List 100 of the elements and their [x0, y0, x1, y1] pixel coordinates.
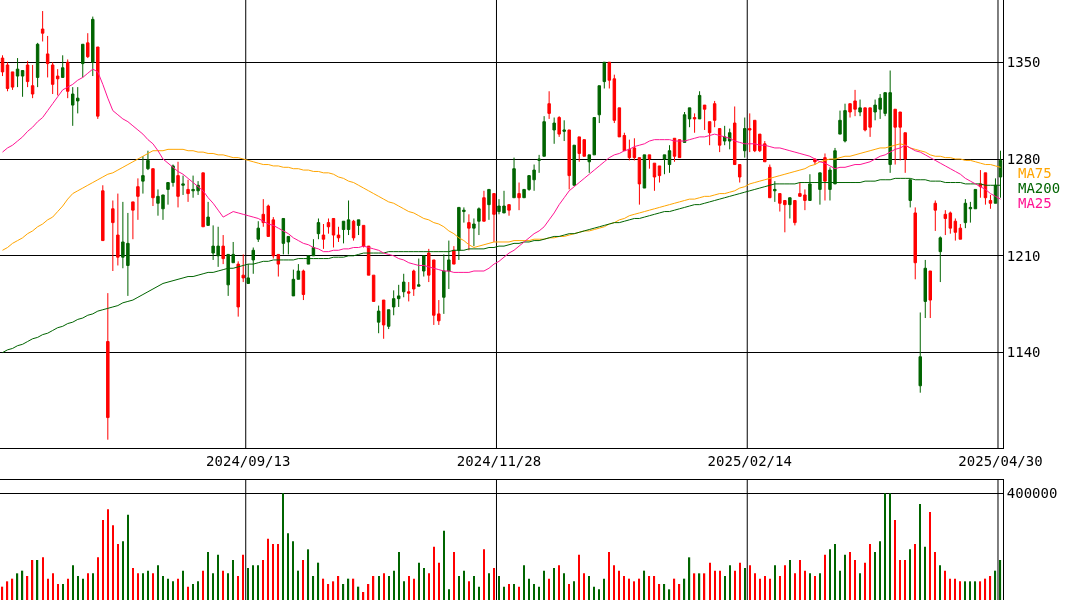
candlestick — [111, 199, 115, 272]
bar — [217, 554, 219, 600]
candlestick — [5, 61, 10, 92]
bar — [393, 570, 395, 600]
bar — [528, 578, 530, 600]
bar — [954, 578, 956, 600]
bar — [252, 565, 254, 600]
bar — [693, 573, 696, 600]
bar — [262, 560, 264, 600]
candlestick — [467, 213, 471, 251]
bar — [383, 573, 385, 600]
candlestick — [15, 57, 20, 88]
bar — [47, 578, 49, 600]
bar — [729, 565, 731, 600]
bar — [473, 576, 475, 600]
candlestick — [181, 175, 185, 196]
candlestick — [943, 209, 948, 236]
bar — [187, 586, 189, 600]
candlestick — [858, 99, 862, 117]
bar — [72, 565, 74, 600]
candlestick — [637, 157, 642, 206]
bar — [638, 578, 641, 600]
bar — [994, 570, 997, 600]
bar — [62, 584, 64, 600]
bar — [538, 586, 540, 600]
candlestick — [151, 168, 155, 207]
bar — [593, 586, 595, 600]
candlestick — [452, 245, 456, 265]
candlestick — [106, 292, 110, 441]
bar — [398, 552, 400, 600]
bar — [628, 578, 631, 600]
bar — [744, 568, 746, 600]
bar — [974, 581, 977, 600]
bar — [222, 570, 224, 600]
bar — [984, 578, 987, 600]
bar — [563, 573, 565, 600]
bar — [307, 549, 310, 600]
bar — [418, 562, 420, 600]
bar — [683, 578, 686, 600]
bar — [849, 552, 851, 600]
candlestick — [903, 132, 907, 174]
candlestick — [60, 54, 65, 78]
bar — [247, 568, 249, 600]
candlestick — [472, 217, 476, 247]
bar — [97, 557, 99, 600]
candlestick — [923, 259, 927, 319]
bar — [633, 581, 636, 600]
candlestick — [692, 112, 697, 134]
bar — [809, 573, 811, 600]
candlestick — [512, 157, 516, 199]
candlestick — [552, 117, 556, 145]
candlestick — [542, 115, 546, 157]
bar — [352, 578, 355, 600]
candlestick — [251, 247, 255, 275]
bar — [648, 576, 651, 600]
candlestick — [86, 32, 90, 59]
bar — [824, 554, 826, 600]
bar — [844, 554, 846, 600]
bar — [969, 581, 972, 600]
bar — [618, 570, 620, 600]
candlestick — [96, 46, 100, 120]
candlestick — [246, 263, 250, 284]
bar — [583, 573, 585, 600]
bar — [769, 578, 771, 600]
candlestick — [572, 144, 576, 186]
bar — [548, 578, 550, 600]
bar — [463, 570, 465, 600]
bar — [292, 541, 294, 600]
bar — [904, 560, 906, 600]
bar — [403, 581, 405, 600]
candlestick — [386, 309, 391, 330]
candlestick — [256, 220, 260, 243]
bar — [764, 576, 766, 600]
candlestick — [788, 197, 792, 219]
candlestick — [176, 161, 180, 208]
candlestick — [371, 274, 376, 302]
bar — [92, 573, 94, 600]
candlestick — [567, 129, 571, 190]
series-label: MA75 — [1018, 165, 1052, 181]
candlestick — [712, 100, 717, 128]
candlestick — [346, 199, 351, 236]
bar — [478, 586, 480, 600]
bar — [658, 584, 661, 600]
y-tick-label: 1210 — [1006, 247, 1041, 264]
bar — [177, 578, 179, 600]
bar — [779, 576, 781, 600]
bar — [719, 570, 721, 600]
bar — [52, 573, 54, 600]
bar — [919, 504, 921, 600]
bar — [498, 576, 500, 600]
bar — [232, 560, 234, 600]
bar — [734, 570, 736, 600]
bar — [663, 584, 666, 600]
bar — [999, 560, 1002, 600]
candlestick — [547, 90, 551, 120]
bar — [553, 568, 555, 600]
candlestick — [131, 201, 135, 240]
bar — [678, 584, 681, 600]
bar — [894, 520, 896, 600]
bar — [167, 578, 169, 600]
